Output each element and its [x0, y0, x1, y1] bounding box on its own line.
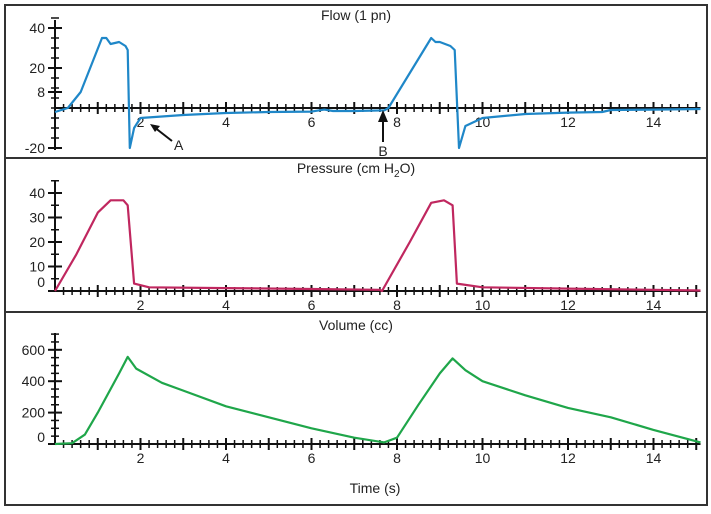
panel-border: [4, 311, 708, 506]
arrowhead-a: [150, 124, 160, 132]
x-tick-label: 4: [222, 114, 230, 130]
panel-3: Volume (cc) 2 4 6 8 10 12 14 600 400 200 0 Time (s): [4, 311, 708, 506]
arrowhead-b: [378, 110, 388, 122]
x-axis-label: Time (s): [350, 480, 401, 496]
x-tick-label: 14: [646, 297, 662, 313]
x-tick-label: 8: [393, 297, 401, 313]
x-tick-label: 8: [393, 450, 401, 466]
y-tick-label: 20: [29, 60, 45, 76]
x-tick-label: 6: [308, 114, 316, 130]
panel-title: Pressure (cm H2O): [297, 160, 415, 180]
x-tick-label: 12: [560, 114, 576, 130]
x-tick-label: 8: [393, 114, 401, 130]
series-line: [54, 36, 701, 150]
x-tick-label: 2: [137, 114, 145, 130]
title-end: O): [400, 160, 416, 176]
y-tick-label: 0: [37, 429, 45, 445]
annotation-label-a: A: [174, 137, 184, 153]
x-tick-label: 6: [308, 297, 316, 313]
y-tick-label: 8: [37, 84, 45, 100]
y-tick-label: 200: [22, 405, 46, 421]
y-tick-label: 40: [29, 20, 45, 36]
panel-border: [4, 4, 708, 159]
annotation-label-b: B: [378, 143, 387, 159]
x-tick-label: 14: [646, 114, 662, 130]
x-tick-label: 14: [646, 450, 662, 466]
x-tick-label: 2: [137, 450, 145, 466]
title-subscript: 2: [394, 169, 400, 180]
y-tick-label: 20: [29, 234, 45, 250]
x-tick-label: 6: [308, 450, 316, 466]
x-tick-label: 12: [560, 450, 576, 466]
x-tick-label: 10: [475, 450, 491, 466]
series-line: [54, 355, 701, 446]
series-line: [54, 199, 701, 293]
x-tick-label: 4: [222, 297, 230, 313]
x-tick-label: 4: [222, 450, 230, 466]
y-tick-label: 600: [22, 342, 46, 358]
y-tick-label: 30: [29, 210, 45, 226]
x-tick-label: 2: [137, 297, 145, 313]
x-tick-label: 10: [475, 297, 491, 313]
panel-title: Volume (cc): [319, 317, 393, 333]
y-tick-label: 10: [29, 259, 45, 275]
y-tick-label: 40: [29, 185, 45, 201]
y-tick-label: 400: [22, 373, 46, 389]
x-tick-label: 12: [560, 297, 576, 313]
y-tick-label: -20: [25, 140, 45, 156]
panel-title: Flow (1 pn): [321, 7, 391, 23]
y-tick-label: 0: [37, 274, 45, 290]
